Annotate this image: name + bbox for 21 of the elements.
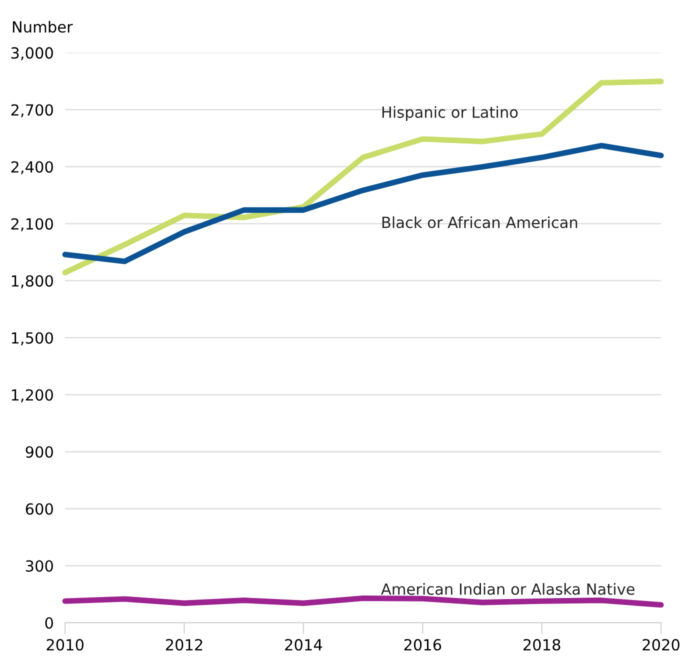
series-label: Hispanic or Latino	[382, 106, 518, 121]
x-tick-label: 2016	[404, 638, 442, 651]
x-tick-label: 2010	[46, 638, 84, 651]
y-tick-label: 2,400	[11, 161, 53, 174]
y-axis-title: Number	[12, 20, 73, 33]
y-tick-label: 2,700	[11, 104, 53, 118]
series-label: American Indian or Alaska Native	[381, 583, 634, 595]
x-tick-label: 2020	[642, 638, 680, 651]
x-tick-label: 2012	[166, 638, 202, 651]
y-tick-label: 600	[26, 503, 53, 515]
x-tick-label: 2014	[285, 638, 322, 651]
y-tick-label: 900	[26, 446, 53, 458]
y-tick-label: 300	[26, 560, 53, 572]
y-tick-label: 3,000	[11, 47, 53, 60]
series-label: Black or African American	[382, 216, 578, 228]
y-tick-label: 1,800	[12, 275, 53, 288]
x-tick-label: 2018	[524, 638, 560, 651]
y-tick-label: 1,500	[12, 332, 53, 346]
y-tick-label: 1,200	[12, 389, 53, 402]
y-tick-label: 2,100	[11, 218, 53, 232]
y-tick-label: 0	[45, 617, 53, 629]
